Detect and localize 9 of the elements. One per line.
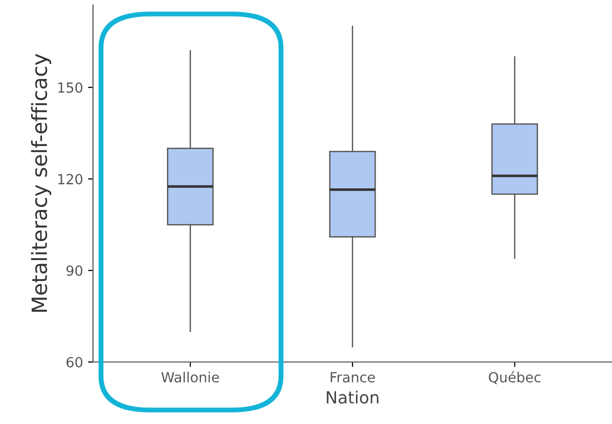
y-tick-label: 60 — [66, 356, 82, 368]
y-tick-label: 90 — [66, 265, 82, 276]
y-tick-label: 150 — [58, 82, 82, 93]
y-tick-label: 120 — [58, 174, 82, 184]
x-tick-label: France — [330, 372, 375, 382]
x-tick-label: Québec — [488, 371, 540, 384]
x-axis-title: Nation — [326, 390, 378, 404]
x-tick-label: Wallonie — [161, 372, 219, 382]
y-axis-title: Metaliteracy self-efficacy — [31, 54, 52, 312]
